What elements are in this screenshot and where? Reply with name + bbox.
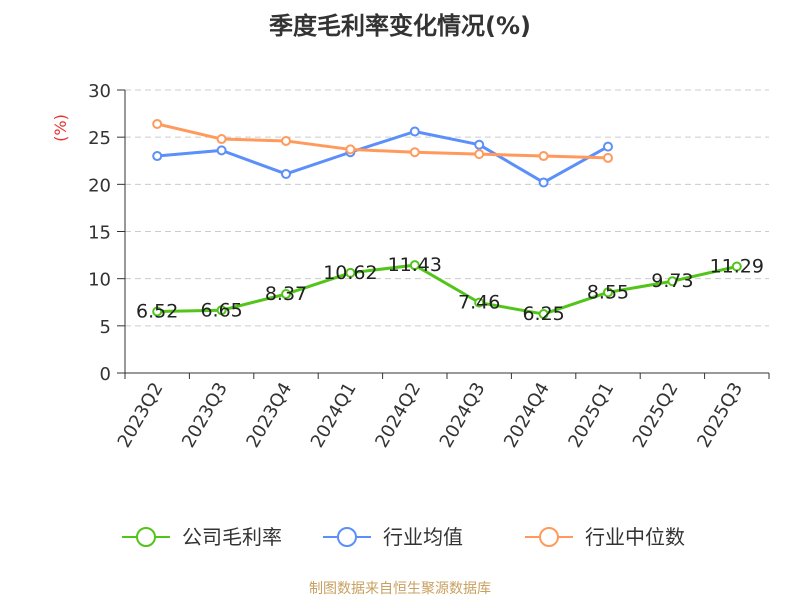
series-line-0 <box>157 263 738 316</box>
chart-title: 季度毛利率变化情况(%) <box>269 12 531 40</box>
x-tick-label: 2025Q1 <box>564 379 618 451</box>
x-tick-label: 2023Q3 <box>178 379 232 451</box>
data-point <box>409 126 420 137</box>
x-tick-label: 2023Q2 <box>114 379 168 451</box>
data-label: 11.43 <box>388 254 442 276</box>
series-line-2 <box>156 122 609 160</box>
data-point <box>281 135 291 146</box>
data-point <box>281 168 291 179</box>
y-tick-label: 10 <box>88 270 111 291</box>
legend: 公司毛利率 行业均值 行业中位数 <box>122 525 685 549</box>
x-tick-label: 2024Q3 <box>436 379 490 451</box>
data-label: 11.29 <box>710 255 764 277</box>
data-point <box>603 152 613 163</box>
data-label: 9.73 <box>651 270 693 292</box>
data-point <box>474 139 485 150</box>
y-tick-label: 20 <box>88 175 111 196</box>
data-point <box>603 287 613 298</box>
y-tick-label: 30 <box>88 81 111 102</box>
x-tick-label: 2024Q2 <box>371 379 425 451</box>
x-tick-label: 2023Q4 <box>242 379 296 451</box>
legend-label: 公司毛利率 <box>182 525 282 549</box>
x-tick-label: 2024Q4 <box>500 379 554 451</box>
data-label: 8.55 <box>587 281 629 303</box>
y-tick-label: 5 <box>100 317 111 338</box>
data-point <box>474 297 485 308</box>
y-tick-label: 15 <box>88 223 111 244</box>
data-point <box>216 145 227 156</box>
y-tick-label: 25 <box>88 128 111 149</box>
x-tick-label: 2025Q2 <box>629 379 683 451</box>
data-label: 6.25 <box>522 303 564 325</box>
data-point <box>474 149 485 160</box>
data-labels: 6.52 6.65 8.37 10.62 11.43 7.46 6.25 8.55 9.73 11… <box>136 254 764 325</box>
data-point <box>409 260 420 271</box>
data-point <box>152 306 163 317</box>
series-line-1 <box>157 130 609 184</box>
data-point <box>281 289 291 300</box>
data-label: 6.65 <box>200 299 242 321</box>
x-tick-label: 2025Q3 <box>693 379 747 451</box>
source-note: 制图数据来自恒生聚源数据库 <box>309 581 491 597</box>
data-point <box>409 147 420 158</box>
data-label: 8.37 <box>265 283 307 305</box>
data-point <box>345 144 356 155</box>
data-point <box>216 305 227 316</box>
data-point <box>667 276 678 287</box>
legend-label: 行业均值 <box>383 525 463 549</box>
data-label: 7.46 <box>458 292 500 314</box>
data-point <box>345 267 356 278</box>
y-axis-label: (%) <box>51 114 70 142</box>
y-tick-label: 0 <box>100 364 111 385</box>
x-tick-label: 2024Q1 <box>307 379 361 451</box>
data-point <box>152 118 163 129</box>
series <box>152 118 742 320</box>
legend-label: 行业中位数 <box>585 525 685 549</box>
legend-marker <box>337 527 357 547</box>
data-point <box>538 177 549 188</box>
data-point <box>216 134 227 145</box>
legend-marker <box>136 527 156 547</box>
data-label: 6.52 <box>136 300 178 322</box>
data-point <box>731 261 742 272</box>
legend-marker <box>539 527 559 547</box>
data-point <box>538 309 549 320</box>
data-point <box>538 151 549 162</box>
data-label: 10.62 <box>323 262 377 284</box>
data-point <box>603 141 613 152</box>
data-point <box>152 151 163 162</box>
